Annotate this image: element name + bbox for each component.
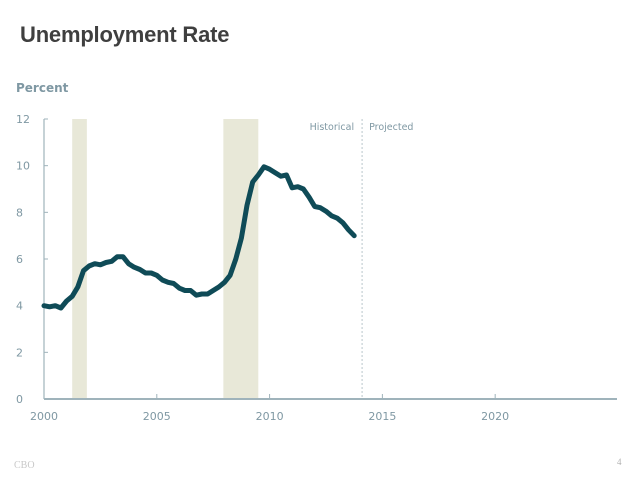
y-tick-label: 2	[16, 346, 23, 359]
y-tick-label: 6	[16, 253, 23, 266]
unemployment-line	[41, 164, 357, 311]
y-tick-label: 4	[16, 300, 23, 313]
historical-label: Historical	[310, 122, 355, 133]
x-tick-label: 2020	[481, 410, 509, 423]
x-tick-label: 2015	[368, 410, 396, 423]
page-number: 4	[617, 457, 622, 467]
y-tick-label: 8	[16, 206, 23, 219]
recession-bands	[72, 119, 259, 399]
recession-band	[223, 119, 259, 399]
y-tick-label: 0	[16, 393, 23, 406]
y-tick-label: 10	[16, 160, 30, 173]
y-tick-label: 12	[16, 113, 30, 126]
x-tick-label: 2005	[143, 410, 171, 423]
x-tick-label: 2000	[30, 410, 58, 423]
recession-band	[72, 119, 87, 399]
x-axis: 2000 2005 2010 2015 2020	[30, 394, 617, 423]
cbo-footer-logo: CBO	[14, 460, 35, 471]
y-axis: 0 2 4 6 8 10 12	[16, 113, 48, 406]
projected-label: Projected	[369, 122, 413, 133]
y-axis-label: Percent	[16, 81, 69, 95]
slide-title: Unemployment Rate	[20, 22, 230, 47]
x-tick-label: 2010	[256, 410, 284, 423]
